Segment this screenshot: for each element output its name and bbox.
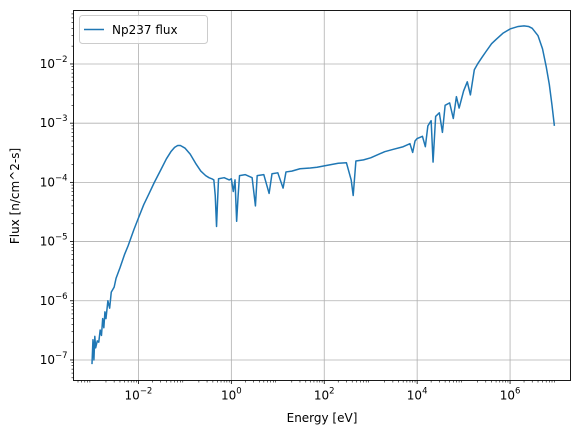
x-tick-label: 104	[407, 387, 428, 403]
y-tick-label: 10−3	[40, 114, 68, 130]
y-tick-label: 10−6	[40, 292, 68, 308]
tick-labels: 10−2 100 102 104 106 10−7 10−6 10−5 10−4 10−3 10−2	[40, 55, 521, 403]
grid-lines	[73, 10, 571, 381]
x-tick-label: 10−2	[125, 387, 153, 403]
y-tick-label: 10−5	[40, 233, 68, 249]
y-tick-label: 10−2	[40, 55, 68, 71]
series-line	[91, 25, 556, 365]
x-tick-label: 106	[500, 387, 521, 403]
legend-box	[79, 15, 208, 44]
y-tick-label: 10−4	[40, 173, 68, 189]
x-tick-label: 102	[314, 387, 335, 403]
series-layer	[91, 25, 556, 365]
y-axis-label: Flux [n/cm^2-s]	[8, 148, 22, 244]
legend: Np237 flux	[79, 15, 208, 44]
x-axis-label: Energy [eV]	[287, 411, 358, 425]
legend-label: Np237 flux	[112, 23, 178, 37]
x-tick-label: 100	[221, 387, 242, 403]
plot-frame	[73, 10, 571, 381]
y-tick-label: 10−7	[40, 351, 68, 367]
